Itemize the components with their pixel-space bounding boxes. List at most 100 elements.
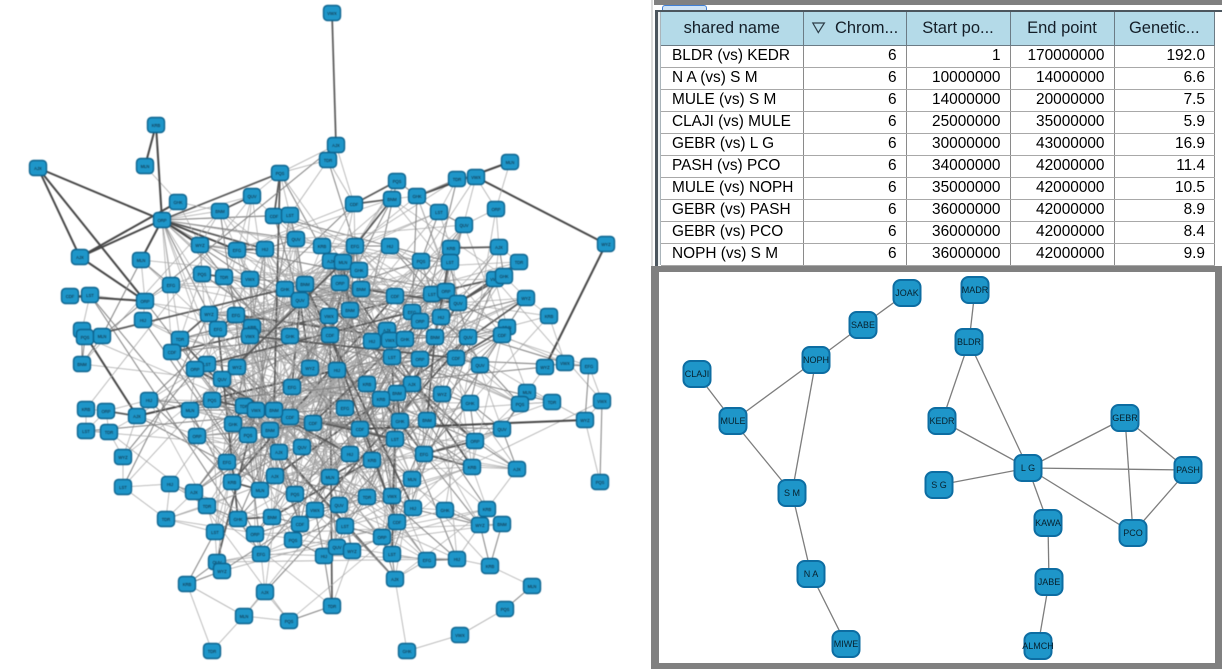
svg-text:KRB: KRB — [368, 458, 377, 463]
svg-text:AJX: AJX — [391, 577, 399, 582]
svg-text:S G: S G — [931, 480, 947, 490]
svg-text:TDR: TDR — [515, 260, 524, 265]
svg-text:LST: LST — [446, 260, 454, 265]
svg-text:CDF: CDF — [270, 214, 279, 219]
svg-text:BNM: BNM — [387, 197, 397, 202]
svg-text:VWX: VWX — [245, 334, 255, 339]
svg-text:TDR: TDR — [162, 517, 171, 522]
svg-text:LST: LST — [391, 437, 399, 442]
svg-text:BNM: BNM — [265, 428, 275, 433]
svg-text:KRB: KRB — [447, 246, 456, 251]
svg-text:LST: LST — [435, 210, 443, 215]
svg-text:KEDR: KEDR — [929, 416, 955, 426]
svg-text:ORP: ORP — [441, 289, 450, 294]
svg-text:WYZ: WYZ — [347, 549, 357, 554]
svg-text:VWX: VWX — [324, 314, 334, 319]
svg-text:EFG: EFG — [232, 313, 241, 318]
svg-text:NOPH: NOPH — [803, 355, 829, 365]
svg-text:WYZ: WYZ — [601, 242, 611, 247]
svg-text:KRB: KRB — [228, 480, 237, 485]
svg-text:QUV: QUV — [297, 445, 306, 450]
svg-text:PQS: PQS — [276, 171, 285, 176]
svg-text:BNM: BNM — [300, 282, 310, 287]
svg-text:ORP: ORP — [192, 434, 201, 439]
svg-text:BNM: BNM — [345, 308, 355, 313]
svg-text:QUV: QUV — [497, 427, 506, 432]
svg-text:WYZ: WYZ — [475, 523, 485, 528]
svg-text:MLN: MLN — [339, 260, 348, 265]
svg-text:SABE: SABE — [851, 320, 875, 330]
svg-text:EFG: EFG — [233, 248, 242, 253]
svg-text:PQS: PQS — [516, 402, 525, 407]
svg-text:HIJ: HIJ — [369, 339, 375, 344]
svg-text:EFG: EFG — [351, 244, 360, 249]
svg-text:VWX: VWX — [385, 338, 395, 343]
svg-text:CDF: CDF — [286, 415, 295, 420]
svg-text:L G: L G — [1021, 463, 1035, 473]
svg-text:KRB: KRB — [152, 123, 161, 128]
svg-text:AJX: AJX — [133, 414, 141, 419]
svg-text:ORP: ORP — [491, 207, 500, 212]
svg-text:KRB: KRB — [377, 397, 386, 402]
svg-text:EFG: EFG — [585, 364, 594, 369]
svg-text:JOAK: JOAK — [895, 288, 919, 298]
svg-text:PQS: PQS — [393, 179, 402, 184]
svg-text:ORP: ORP — [250, 532, 259, 537]
svg-text:LST: LST — [286, 213, 294, 218]
svg-text:TDR: TDR — [208, 649, 217, 654]
svg-text:VWX: VWX — [471, 175, 481, 180]
svg-text:AJX: AJX — [190, 490, 198, 495]
svg-text:VWX: VWX — [245, 277, 255, 282]
svg-text:QUV: QUV — [332, 545, 341, 550]
svg-text:S M: S M — [784, 488, 800, 498]
svg-text:CLAJI: CLAJI — [685, 369, 710, 379]
svg-text:QUV: QUV — [295, 298, 304, 303]
svg-text:LST: LST — [203, 362, 211, 367]
svg-text:HIJ: HIJ — [321, 554, 327, 559]
svg-text:BLDR: BLDR — [957, 337, 982, 347]
svg-text:AJX: AJX — [271, 474, 279, 479]
svg-text:WYZ: WYZ — [540, 365, 550, 370]
svg-text:PASH: PASH — [1176, 465, 1200, 475]
svg-text:GHK: GHK — [412, 194, 421, 199]
svg-text:KAWA: KAWA — [1035, 518, 1061, 528]
svg-text:KRB: KRB — [248, 325, 257, 330]
svg-text:BNM: BNM — [356, 287, 366, 292]
svg-text:EFG: EFG — [257, 552, 266, 557]
svg-text:MLN: MLN — [98, 334, 107, 339]
svg-text:QUV: QUV — [463, 335, 472, 340]
svg-text:EFG: EFG — [288, 385, 297, 390]
svg-text:GHK: GHK — [173, 200, 182, 205]
svg-text:ORP: ORP — [140, 299, 149, 304]
svg-text:MLN: MLN — [528, 584, 537, 589]
svg-text:ORP: ORP — [415, 357, 424, 362]
svg-text:QUV: QUV — [475, 363, 484, 368]
svg-text:HIJ: HIJ — [347, 452, 353, 457]
svg-text:BNM: BNM — [77, 362, 87, 367]
svg-text:PQS: PQS — [501, 607, 510, 612]
svg-text:QUV: QUV — [453, 301, 462, 306]
svg-text:BNM: BNM — [392, 391, 402, 396]
svg-text:AJX: AJX — [327, 259, 335, 264]
svg-text:AJX: AJX — [408, 382, 416, 387]
svg-text:GHK: GHK — [285, 334, 294, 339]
svg-text:WYZ: WYZ — [232, 365, 242, 370]
svg-text:MADR: MADR — [962, 285, 989, 295]
svg-text:QUV: QUV — [247, 194, 256, 199]
svg-text:CDF: CDF — [498, 333, 507, 338]
svg-text:GHK: GHK — [233, 517, 242, 522]
svg-text:VWX: VWX — [597, 399, 607, 404]
svg-text:QUV: QUV — [334, 503, 343, 508]
svg-text:KRB: KRB — [483, 507, 492, 512]
svg-text:AJX: AJX — [513, 467, 521, 472]
svg-text:PQS: PQS — [291, 492, 300, 497]
svg-text:GHK: GHK — [354, 268, 363, 273]
svg-text:HIJ: HIJ — [262, 247, 268, 252]
svg-text:BNM: BNM — [267, 515, 277, 520]
svg-text:LST: LST — [119, 485, 127, 490]
svg-text:EFG: EFG — [420, 452, 429, 457]
svg-text:HIJ: HIJ — [146, 398, 152, 403]
svg-text:ORP: ORP — [157, 218, 166, 223]
svg-text:TDR: TDR — [453, 177, 462, 182]
svg-text:QUV: QUV — [217, 377, 226, 382]
